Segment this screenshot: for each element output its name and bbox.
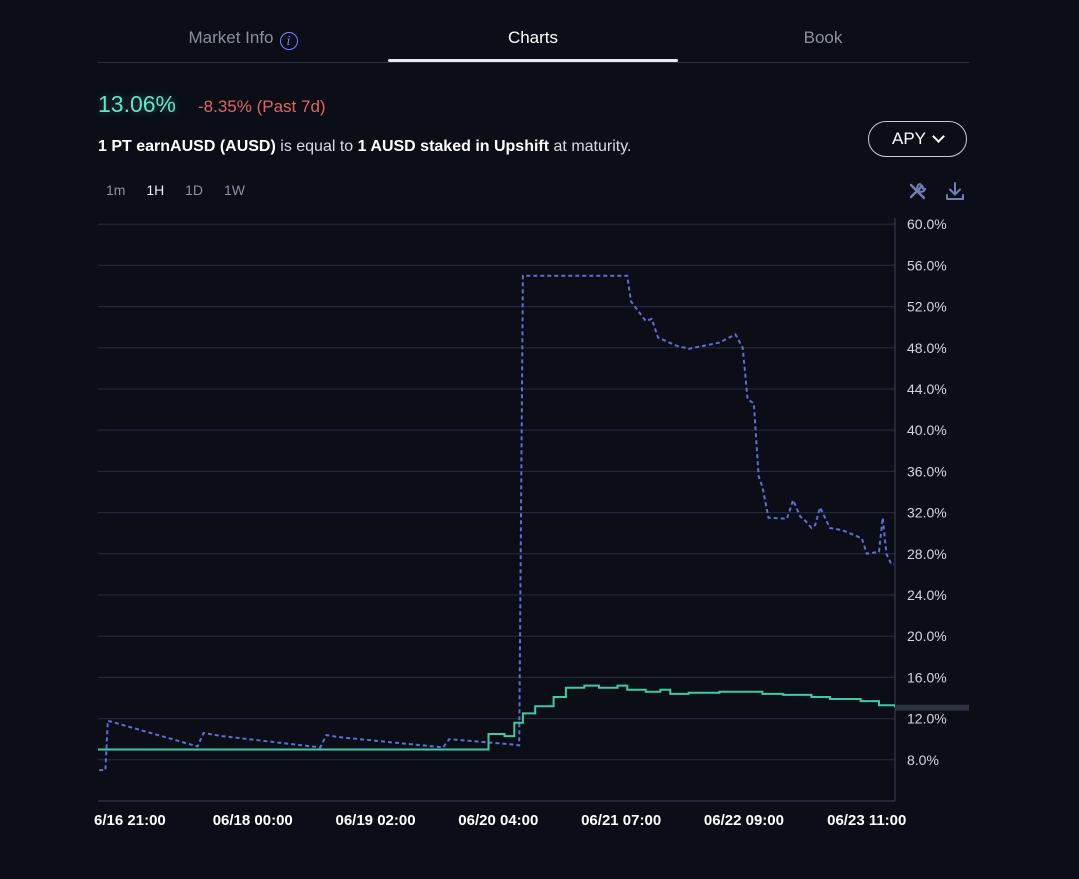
underlying-apy-line <box>98 684 895 751</box>
apy-label: APY <box>891 129 927 148</box>
tools-icon[interactable] <box>907 180 929 202</box>
tab-market-info[interactable]: Market Info i <box>98 28 388 50</box>
tab-charts-label: Charts <box>507 28 559 47</box>
interval-1h[interactable]: 1H <box>146 182 165 198</box>
apy-dropdown[interactable]: APY <box>868 121 967 157</box>
y-tick-label: 56.0% <box>907 257 947 273</box>
interval-selector: 1m 1H 1D 1W <box>106 182 262 198</box>
interval-1m[interactable]: 1m <box>106 182 126 198</box>
tab-market-info-label: Market Info <box>188 28 274 47</box>
x-tick-label: 06/23 11:00 <box>827 812 906 829</box>
x-tick-label: 06/18 00:00 <box>213 812 293 829</box>
rate-change: -8.35% (Past 7d) <box>198 97 326 116</box>
x-tick-label: 06/20 04:00 <box>458 812 538 829</box>
y-tick-label: 24.0% <box>907 587 947 603</box>
y-tick-label: 32.0% <box>907 505 947 521</box>
current-rate: 13.06% <box>98 91 177 117</box>
x-tick-label: 06/21 07:00 <box>581 812 661 829</box>
tab-book[interactable]: Book <box>678 28 968 48</box>
x-tick-label: 06/22 09:00 <box>704 812 784 829</box>
x-tick-label: 06/19 02:00 <box>335 812 415 829</box>
description-end: at maturity. <box>549 138 632 155</box>
y-tick-label: 16.0% <box>907 669 947 685</box>
current-value-marker <box>895 704 969 711</box>
active-tab-underline <box>388 59 678 62</box>
description-underlying: 1 AUSD staked in Upshift <box>357 138 550 155</box>
y-tick-label: 8.0% <box>907 752 939 768</box>
y-tick-label: 36.0% <box>907 463 947 479</box>
y-tick-label: 48.0% <box>907 340 947 356</box>
description: 1 PT earnAUSD (AUSD) is equal to 1 AUSD … <box>98 138 631 156</box>
apy-chart[interactable]: 60.0% 56.0% 52.0% 48.0% 44.0% 40.0% 36.0% 32.0%… <box>0 210 1079 850</box>
y-tick-label: 60.0% <box>907 216 947 232</box>
interval-1d[interactable]: 1D <box>185 182 204 198</box>
y-tick-label: 20.0% <box>907 628 947 644</box>
chevron-down-icon <box>932 130 945 143</box>
x-tick-label: 6/16 21:00 <box>94 812 166 829</box>
tab-bar: Market Info i Charts Book <box>98 0 969 63</box>
description-mid: is equal to <box>275 138 358 155</box>
interval-1w[interactable]: 1W <box>223 182 245 198</box>
download-icon[interactable] <box>944 180 966 202</box>
y-tick-label: 52.0% <box>907 299 947 315</box>
tab-book-label: Book <box>803 28 843 47</box>
implied-apy-line <box>99 274 894 772</box>
info-icon[interactable]: i <box>279 32 298 50</box>
tab-charts[interactable]: Charts <box>388 28 678 48</box>
description-asset: 1 PT earnAUSD (AUSD) <box>98 138 276 155</box>
y-tick-label: 44.0% <box>907 381 947 397</box>
y-tick-label: 12.0% <box>907 711 947 727</box>
y-tick-label: 40.0% <box>907 422 947 438</box>
y-tick-label: 28.0% <box>907 546 947 562</box>
